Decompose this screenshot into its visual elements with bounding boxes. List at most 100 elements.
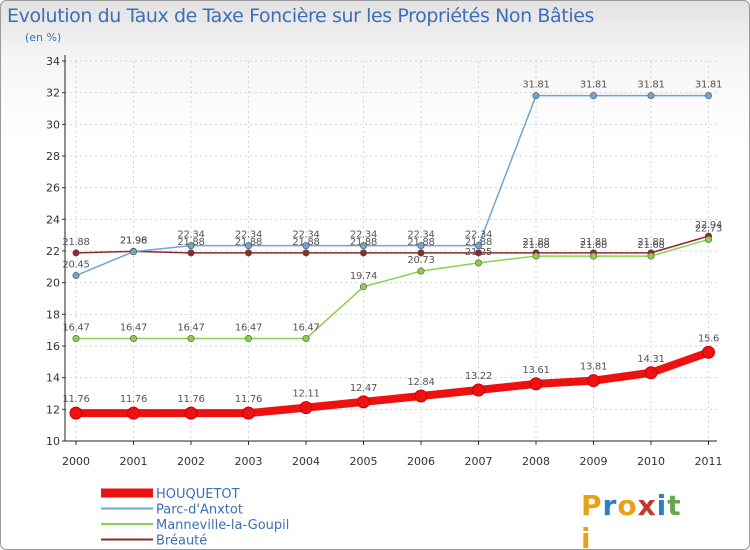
data-point [587, 374, 600, 388]
logo-letter: r [602, 489, 618, 522]
data-label: 12.11 [292, 389, 319, 400]
data-point [242, 406, 255, 420]
data-point [589, 252, 597, 260]
data-point [130, 248, 138, 256]
data-point [302, 335, 310, 343]
data-label: 31.81 [637, 80, 664, 91]
data-label: 22.34 [235, 230, 262, 241]
data-label: 21.96 [120, 236, 147, 247]
data-label: 22.94 [695, 220, 722, 231]
data-point [359, 283, 367, 291]
y-tick-label: 34 [46, 55, 60, 68]
data-label: 22.34 [350, 230, 377, 241]
data-point [417, 242, 425, 250]
data-point [69, 406, 83, 420]
data-point [417, 267, 425, 275]
data-label: 22.34 [465, 230, 492, 241]
data-point [359, 249, 367, 257]
data-point [647, 92, 655, 100]
legend-label: Parc-d'Anxtot [156, 503, 243, 518]
data-label: 21.68 [580, 240, 607, 251]
data-label: 21.98 [120, 235, 147, 246]
x-tick-label: 2003 [235, 455, 263, 468]
data-label: 21.88 [522, 237, 549, 248]
data-label: 16.47 [120, 323, 147, 334]
data-label: 11.76 [120, 394, 147, 405]
data-label: 13.61 [522, 365, 549, 376]
data-label: 14.31 [637, 354, 664, 365]
x-tick-label: 2010 [637, 455, 665, 468]
data-label: 22.73 [695, 223, 722, 234]
series-line-manneville-la-goupil [75, 238, 710, 340]
data-label: 22.34 [292, 230, 319, 241]
data-point [532, 92, 540, 100]
data-point [474, 242, 482, 250]
data-point [245, 249, 253, 257]
data-point [187, 249, 195, 257]
data-point [130, 335, 138, 343]
x-tick-label: 2000 [62, 455, 90, 468]
logo-letter: x [637, 489, 657, 522]
data-label: 22.34 [407, 230, 434, 241]
data-label: 16.47 [62, 323, 89, 334]
data-point [417, 249, 425, 257]
logo-letter: P [581, 489, 603, 522]
legend-label: HOUQUETOT [156, 487, 240, 502]
x-tick-label: 2005 [350, 455, 378, 468]
y-tick-label: 30 [46, 118, 60, 131]
data-point [72, 335, 80, 343]
data-label: 22.34 [177, 230, 204, 241]
data-label: 20.73 [407, 255, 434, 266]
data-label: 12.47 [350, 383, 377, 394]
series-line-houquetot [72, 348, 713, 418]
data-point [359, 242, 367, 250]
data-point [357, 395, 370, 409]
y-tick-label: 22 [46, 245, 60, 258]
data-label: 16.47 [235, 323, 262, 334]
data-label: 11.76 [177, 394, 204, 405]
x-tick-label: 2008 [522, 455, 550, 468]
data-point [414, 389, 428, 403]
logo-letter: o [617, 489, 638, 522]
data-label: 21.88 [580, 237, 607, 248]
x-tick-label: 2002 [177, 455, 205, 468]
data-label: 16.47 [177, 323, 204, 334]
y-tick-label: 16 [46, 340, 60, 353]
chart-unit: (en %) [25, 31, 62, 44]
data-label: 21.68 [522, 240, 549, 251]
data-point [72, 249, 80, 257]
data-label: 12.84 [407, 377, 434, 388]
data-point [529, 377, 543, 391]
data-label: 16.47 [292, 323, 319, 334]
logo-letter: i [581, 522, 592, 550]
data-point [245, 335, 253, 343]
chart-title: Evolution du Taux de Taxe Foncière sur l… [7, 5, 595, 27]
x-tick-label: 2007 [465, 455, 493, 468]
data-point [589, 92, 597, 100]
data-label: 11.76 [235, 394, 262, 405]
data-point [704, 235, 712, 243]
y-tick-label: 14 [46, 372, 60, 385]
data-label: 20.45 [62, 260, 89, 271]
data-point [644, 366, 658, 380]
x-tick-label: 2011 [695, 455, 723, 468]
logo-letter: i [656, 489, 668, 522]
data-label: 11.76 [62, 394, 89, 405]
data-point [472, 383, 485, 397]
data-label: 13.22 [465, 371, 492, 382]
data-point [245, 242, 253, 250]
legend-label: Bréauté [156, 534, 207, 549]
data-point [474, 259, 482, 267]
proxiti-logo: Proxiti [581, 489, 691, 549]
data-point [302, 242, 310, 250]
data-label: 19.74 [350, 271, 377, 282]
data-label: 21.88 [637, 237, 664, 248]
data-point [187, 242, 195, 250]
data-label: 21.88 [62, 237, 89, 248]
data-point [187, 335, 195, 343]
series-line-br-aut- [75, 235, 710, 254]
x-tick-label: 2009 [580, 455, 608, 468]
x-tick-label: 2004 [292, 455, 320, 468]
